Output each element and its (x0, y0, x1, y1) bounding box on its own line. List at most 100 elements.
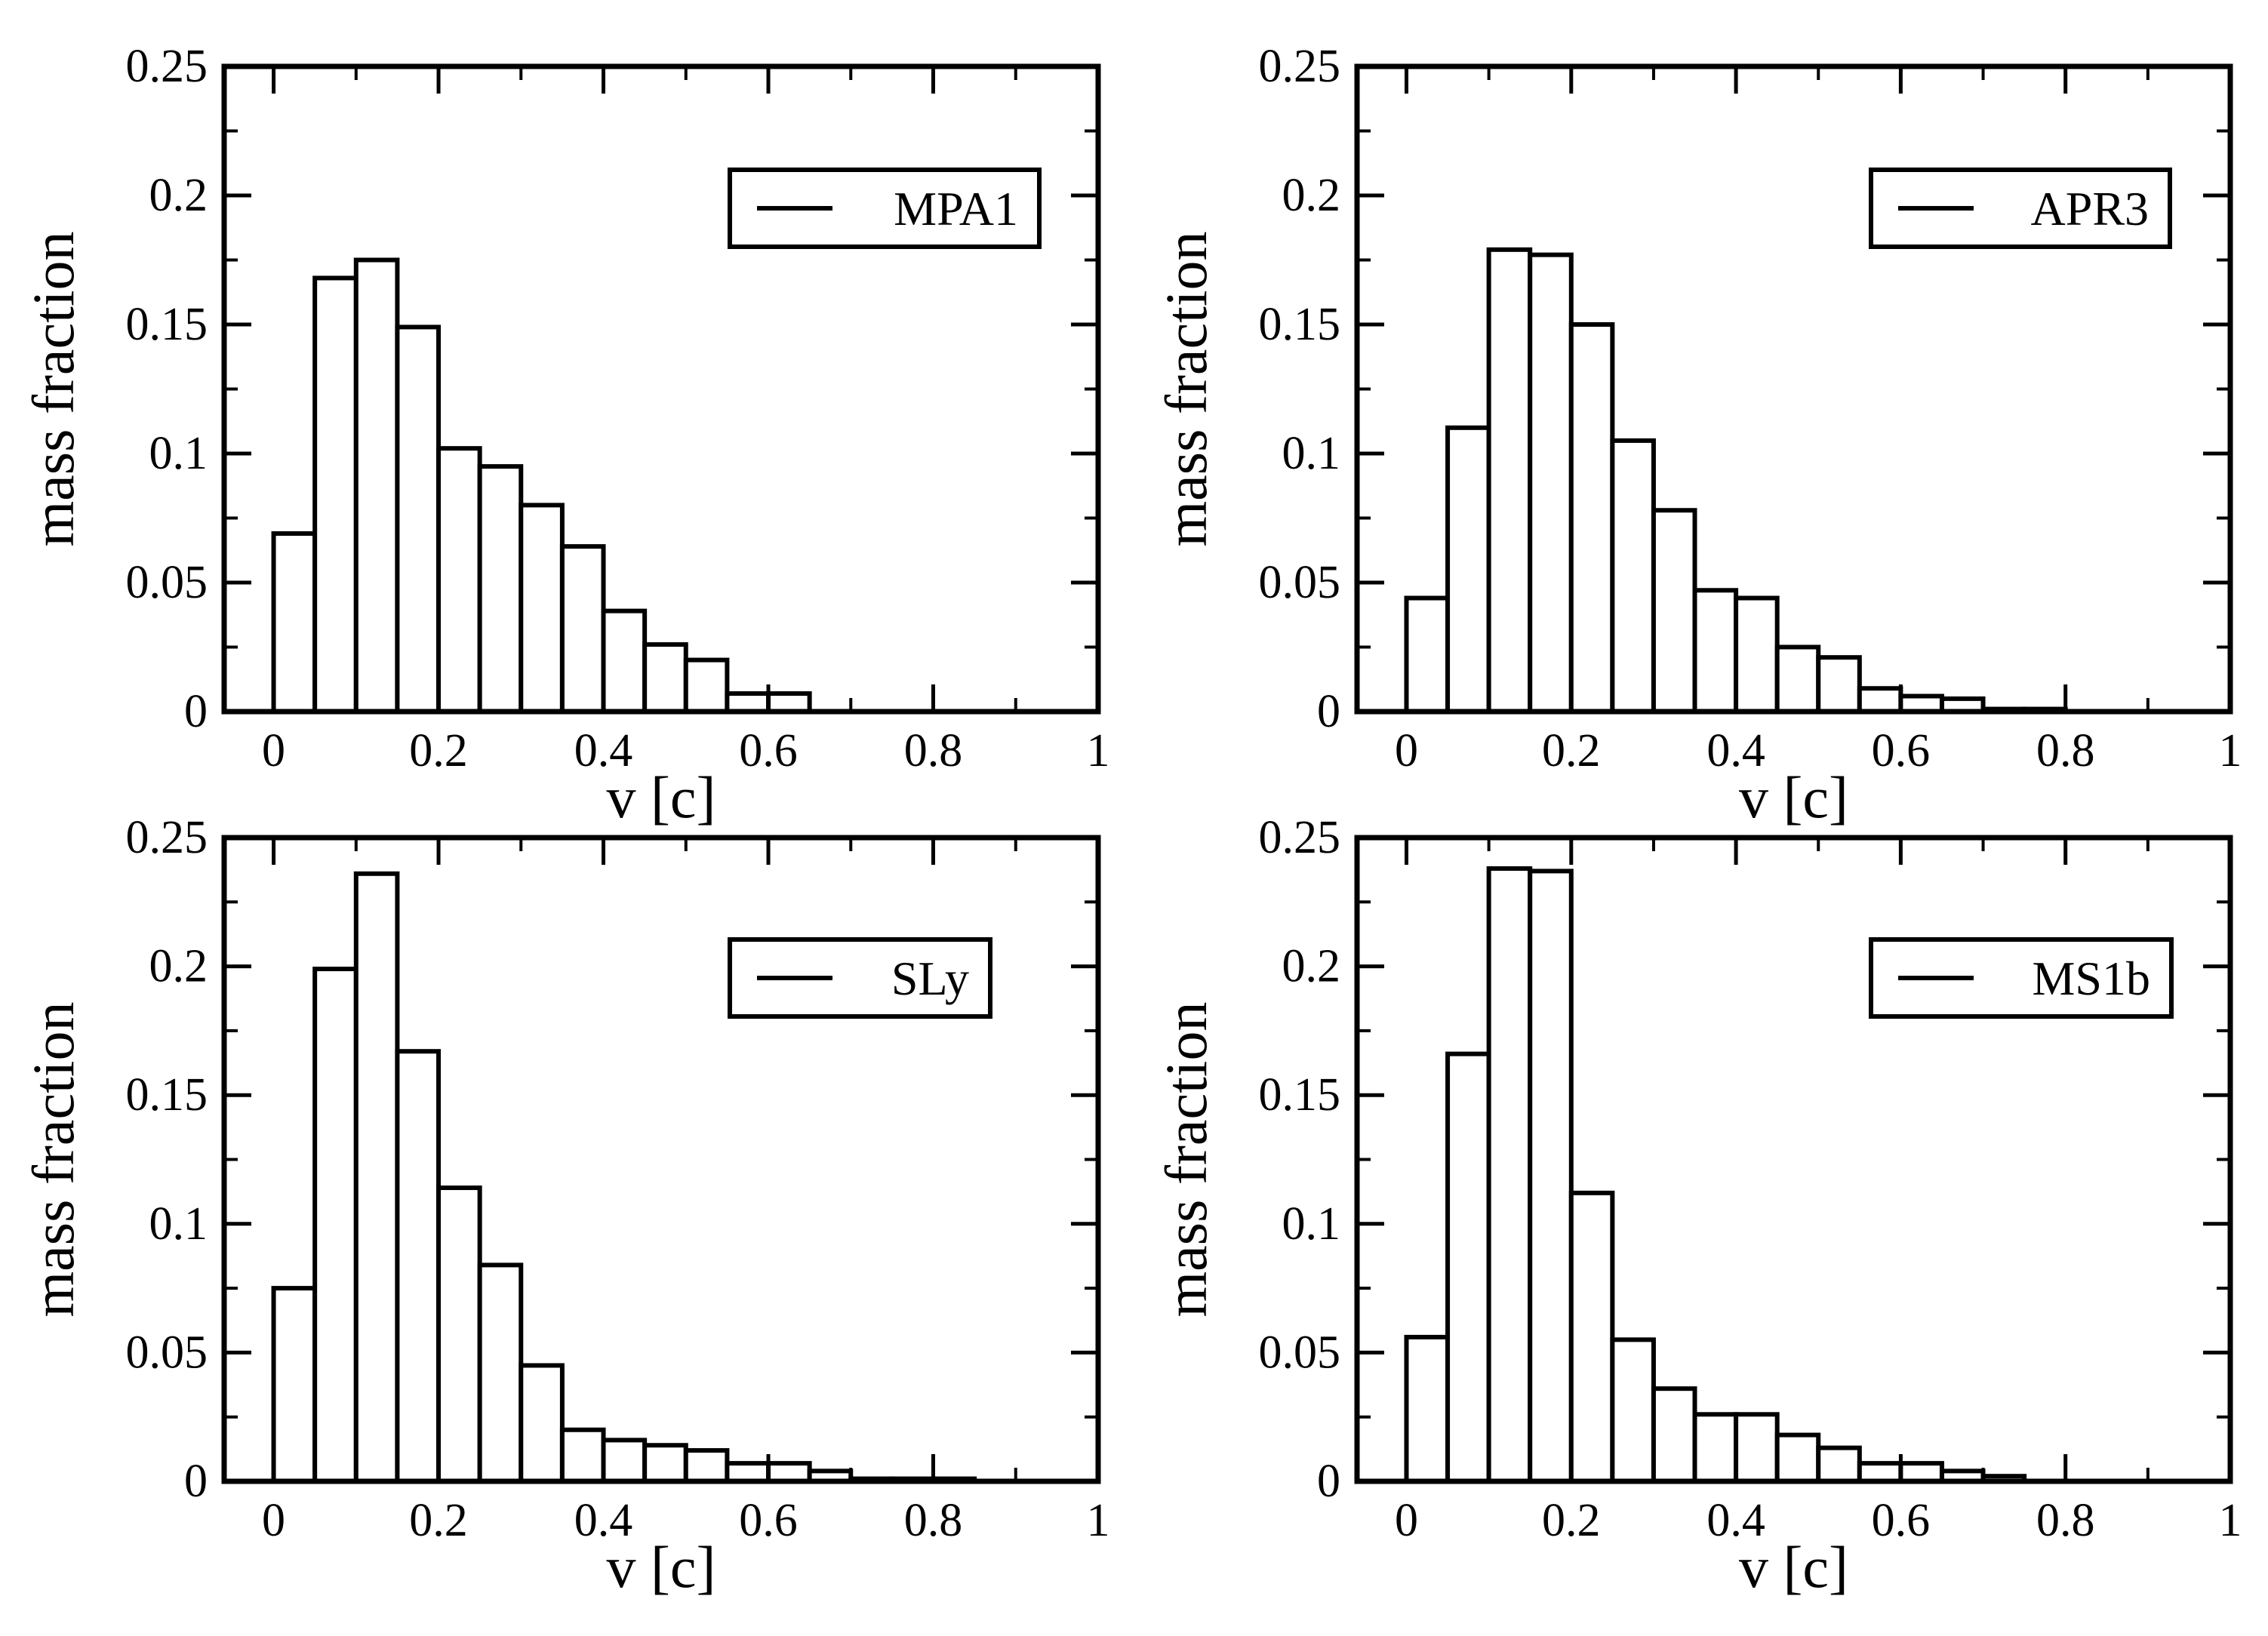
x-tick-label: 1 (1087, 1495, 1110, 1546)
legend-label: SLy (891, 952, 969, 1005)
histogram-bar (725, 691, 771, 714)
histogram-bar (353, 871, 400, 1484)
histogram-bar (1857, 1461, 1903, 1484)
histogram-bar (271, 1286, 318, 1484)
histogram-bar (395, 324, 442, 714)
x-tick-label: 1 (2219, 1495, 2242, 1546)
histogram-bar (766, 1461, 812, 1484)
y-tick-label: 0.05 (1259, 557, 1341, 608)
histogram-bar (1816, 655, 1862, 714)
y-tick-label: 0.2 (1282, 941, 1341, 992)
y-tick-label: 0 (1317, 686, 1340, 737)
histogram-bar (477, 1262, 524, 1484)
histogram-bar (1651, 508, 1697, 714)
histogram-bar (312, 275, 359, 714)
histogram-bar (312, 967, 359, 1484)
y-tick-label: 0.15 (1259, 299, 1341, 350)
y-tick-label: 0 (184, 1456, 208, 1507)
y-axis-title: mass fraction (20, 1001, 86, 1317)
histogram-bar (1445, 1051, 1491, 1484)
y-tick-label: 0.15 (126, 299, 208, 350)
y-tick-label: 0.1 (149, 1198, 208, 1250)
y-tick-label: 0 (1317, 1456, 1340, 1507)
histogram-bar (1774, 1432, 1821, 1484)
y-tick-label: 0.15 (1259, 1069, 1341, 1121)
y-tick-label: 0.2 (1282, 170, 1341, 221)
x-tick-label: 0.4 (574, 725, 633, 776)
x-tick-label: 0.4 (1706, 725, 1765, 776)
x-tick-label: 0.8 (2036, 1495, 2095, 1546)
histogram-bar (395, 1049, 442, 1484)
x-tick-label: 0.2 (1542, 1495, 1601, 1546)
histogram-bar (1734, 595, 1780, 715)
legend-label: APR3 (2031, 182, 2150, 235)
x-tick-label: 0.2 (409, 1495, 468, 1546)
histogram-bar (1528, 252, 1574, 715)
histogram-bar (1445, 425, 1491, 714)
histogram-bar (271, 531, 318, 715)
legend-label: MS1b (2033, 952, 2151, 1005)
histogram-bar (683, 657, 730, 714)
histogram-bar (436, 446, 482, 714)
histogram-bar (642, 642, 688, 715)
x-tick-label: 0.4 (574, 1495, 633, 1546)
y-tick-label: 0.25 (1259, 41, 1341, 92)
histogram-bar (436, 1185, 482, 1484)
histogram-bar (1898, 1461, 1944, 1484)
y-tick-label: 0.15 (126, 1069, 208, 1121)
histogram-bar (1774, 644, 1821, 714)
x-tick-label: 0.8 (904, 1495, 963, 1546)
y-tick-label: 0 (184, 686, 208, 737)
y-axis-title: mass fraction (1153, 1001, 1219, 1317)
histogram-bar (683, 1448, 730, 1484)
x-tick-label: 0 (1395, 1495, 1418, 1546)
x-tick-label: 0 (262, 1495, 285, 1546)
histogram-bar (766, 691, 812, 714)
y-tick-label: 0.2 (149, 941, 208, 992)
legend: APR3 (1869, 168, 2172, 249)
histogram-bar (1486, 866, 1533, 1484)
histogram-bar (1568, 322, 1615, 714)
y-tick-label: 0.25 (126, 812, 208, 863)
x-tick-label: 0.6 (739, 725, 798, 776)
histogram-bar (519, 503, 565, 715)
x-tick-label: 0.8 (904, 725, 963, 776)
legend-label: MPA1 (894, 182, 1018, 235)
legend: MPA1 (728, 168, 1042, 249)
histogram-bar (477, 464, 524, 714)
x-tick-label: 0.6 (739, 1495, 798, 1546)
x-tick-label: 1 (1087, 725, 1110, 776)
histogram-bar (725, 1461, 771, 1484)
legend-box (728, 168, 1042, 249)
histogram-bar (642, 1443, 688, 1484)
x-tick-label: 0 (1395, 725, 1418, 776)
histogram-bar (1404, 1334, 1451, 1484)
x-axis-title: v [c] (606, 764, 715, 830)
y-tick-label: 0.2 (149, 170, 208, 221)
x-axis-title: v [c] (1739, 1534, 1848, 1600)
chart-panel-2: 0 0.05 0.1 0.15 0.2 0.25 0 0.2 0.4 0.6 0.8 1 v [c] ma… (1153, 41, 2242, 830)
x-tick-label: 0.6 (1872, 725, 1931, 776)
histogram-bar (519, 1363, 565, 1484)
histogram-bar (1610, 438, 1656, 715)
histogram-bar (1568, 1190, 1615, 1484)
y-tick-label: 0.25 (1259, 812, 1341, 863)
x-tick-label: 0.2 (409, 725, 468, 776)
y-tick-label: 0.1 (149, 428, 208, 479)
y-tick-label: 0.05 (126, 557, 208, 608)
histogram-bar (1692, 1412, 1739, 1484)
x-axis-title: v [c] (1739, 764, 1848, 830)
x-tick-label: 0.2 (1542, 725, 1601, 776)
histogram-bar (1816, 1445, 1862, 1484)
histogram-bar (1651, 1386, 1697, 1484)
y-tick-label: 0.05 (126, 1327, 208, 1378)
chart-panel-3: 0 0.05 0.1 0.15 0.2 0.25 0 0.2 0.4 0.6 0.8 1 v [c] ma… (20, 812, 1110, 1600)
y-tick-label: 0.1 (1282, 1198, 1341, 1250)
chart-panel-4: 0 0.05 0.1 0.15 0.2 0.25 0 0.2 0.4 0.6 0.8 1 v [c] ma… (1153, 812, 2242, 1600)
histogram-bar (353, 257, 400, 714)
x-tick-label: 1 (2219, 725, 2242, 776)
histogram-bar (1610, 1337, 1656, 1484)
x-tick-label: 0 (262, 725, 285, 776)
y-axis-title: mass fraction (1153, 231, 1219, 546)
